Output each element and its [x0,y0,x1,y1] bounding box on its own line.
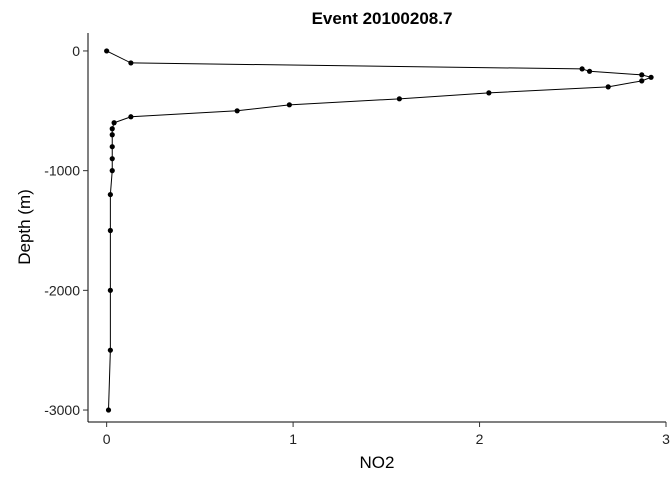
x-tick-label: 1 [289,431,297,447]
x-ticks: 0 1 2 3 [103,422,670,447]
data-point [107,287,113,293]
data-point [128,60,134,66]
data-point [111,120,117,126]
data-point [648,74,654,80]
data-point [639,72,645,78]
data-point [579,66,585,72]
data-point [234,108,240,114]
x-tick-label: 2 [476,431,484,447]
data-point [107,191,113,198]
data-point [586,68,593,74]
y-tick-label: -3000 [44,402,80,418]
data-point [104,48,110,54]
data-point [396,96,402,102]
data-point [109,144,115,150]
y-axis-title: Depth (m) [15,189,34,265]
data-point [605,84,611,90]
data-point [109,132,115,138]
y-tick-label: -2000 [44,282,80,298]
data-point [486,90,492,96]
data-point [128,114,134,120]
data-point [107,347,113,353]
data-point [109,168,115,174]
data-point [109,126,115,132]
data-point [105,407,112,413]
series-line [106,50,653,411]
y-tick-label: 0 [72,43,80,59]
y-tick-label: -1000 [44,163,80,179]
data-point [639,78,645,84]
x-axis-title: NO2 [360,453,395,472]
x-tick-label: 3 [662,431,670,447]
y-ticks: 0 -1000 -2000 -3000 [44,43,88,418]
chart-title: Event 20100208.7 [312,9,453,28]
plot-area [104,48,654,413]
data-point [286,102,292,108]
data-point [109,156,115,162]
data-point [107,227,113,234]
x-tick-label: 0 [103,431,111,447]
